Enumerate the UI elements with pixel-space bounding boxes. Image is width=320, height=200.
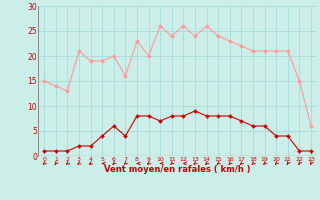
X-axis label: Vent moyen/en rafales ( km/h ): Vent moyen/en rafales ( km/h ) bbox=[104, 165, 251, 174]
